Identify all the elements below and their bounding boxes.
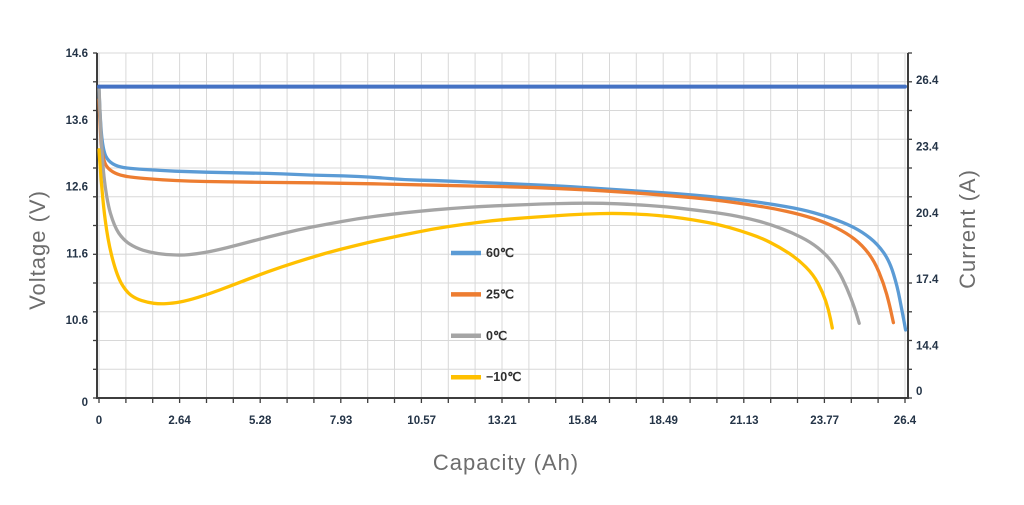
y-right-tick-label: 0 bbox=[916, 386, 922, 398]
x-axis-title: Capacity (Ah) bbox=[433, 450, 579, 475]
legend-label-0c: 0℃ bbox=[486, 329, 507, 343]
x-tick-label: 2.64 bbox=[168, 415, 191, 427]
tick-labels: 0 2.64 5.28 7.93 10.57 13.21 15.84 18.49 21.13 23… bbox=[66, 48, 939, 427]
y-right-tick-label: 23.4 bbox=[916, 141, 939, 153]
series-lines bbox=[97, 84, 908, 332]
series-line-25c bbox=[97, 98, 896, 325]
x-tick-label: 15.84 bbox=[568, 415, 597, 427]
x-tick-label: 21.13 bbox=[730, 415, 759, 427]
gridlines bbox=[97, 52, 908, 399]
axes bbox=[93, 52, 912, 403]
x-tick-label: 5.28 bbox=[249, 415, 272, 427]
x-tick-label: 23.77 bbox=[810, 415, 839, 427]
y-left-tick-label: 10.6 bbox=[66, 315, 88, 327]
legend-label-minus10c: −10℃ bbox=[486, 370, 521, 384]
x-tick-label: 0 bbox=[96, 415, 102, 427]
x-tick-label: 13.21 bbox=[488, 415, 517, 427]
y-left-tick-label: 0 bbox=[82, 397, 88, 409]
y-right-tick-label: 26.4 bbox=[916, 75, 939, 87]
y-right-tick-label: 17.4 bbox=[916, 274, 939, 286]
legend-label-25c: 25℃ bbox=[486, 287, 514, 301]
y-axis-title-right: Current (A) bbox=[955, 169, 980, 289]
x-tick-label: 7.93 bbox=[330, 415, 352, 427]
x-tick-label: 18.49 bbox=[649, 415, 678, 427]
x-tick-label: 10.57 bbox=[407, 415, 436, 427]
x-tick-label: 26.4 bbox=[894, 415, 917, 427]
y-left-tick-label: 12.6 bbox=[66, 182, 88, 194]
y-right-tick-label: 20.4 bbox=[916, 208, 939, 220]
series-line-60c bbox=[97, 88, 908, 332]
series-line-minus10c bbox=[97, 148, 834, 330]
legend: 60℃ 25℃ 0℃ −10℃ bbox=[451, 246, 521, 384]
legend-label-60c: 60℃ bbox=[486, 246, 514, 260]
y-left-tick-label: 14.6 bbox=[66, 48, 88, 60]
series-line-0c bbox=[97, 84, 861, 325]
y-left-tick-label: 11.6 bbox=[66, 248, 88, 260]
y-left-tick-label: 13.6 bbox=[66, 115, 88, 127]
y-right-tick-label: 14.4 bbox=[916, 341, 939, 353]
y-axis-title-left: Voltage (V) bbox=[25, 190, 50, 310]
